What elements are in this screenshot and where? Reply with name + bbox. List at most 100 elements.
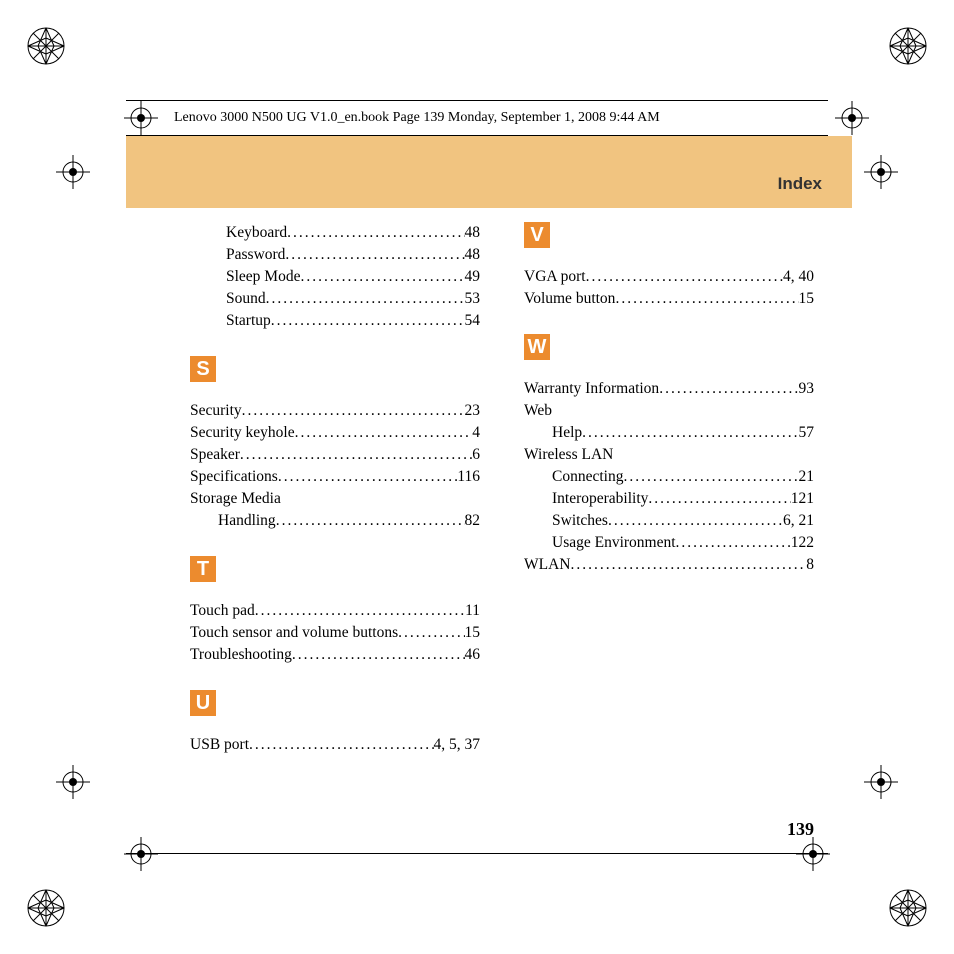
- left-column: Keyboard48Password48Sleep Mode49Sound53S…: [190, 222, 480, 756]
- index-page: 116: [457, 466, 480, 488]
- leader-dots: [240, 444, 472, 466]
- crop-mark-bottom-left: [24, 860, 94, 930]
- index-page: 53: [465, 288, 481, 310]
- index-entry: WLAN8: [524, 554, 814, 576]
- leader-dots: [582, 422, 798, 444]
- reg-mark-icon: [864, 155, 898, 189]
- leader-dots: [571, 554, 807, 576]
- page-header: Lenovo 3000 N500 UG V1.0_en.book Page 13…: [126, 100, 828, 136]
- index-entry: Startup54: [226, 310, 480, 332]
- index-entry: Sound 53: [226, 288, 480, 310]
- leader-dots: [300, 266, 464, 288]
- index-term: Sleep Mode: [226, 266, 300, 288]
- index-entry: Security 23: [190, 400, 480, 422]
- leader-dots: [255, 600, 465, 622]
- header-text: Lenovo 3000 N500 UG V1.0_en.book Page 13…: [126, 110, 660, 126]
- banner-title: Index: [778, 174, 822, 194]
- section-letter: T: [190, 556, 216, 582]
- crop-mark-top-right: [860, 24, 930, 94]
- index-term: Security: [190, 400, 242, 422]
- leader-dots: [249, 734, 434, 756]
- index-page: 8: [806, 554, 814, 576]
- index-term: Warranty Information: [524, 378, 659, 400]
- leader-dots: [608, 510, 783, 532]
- index-page: 6: [472, 444, 480, 466]
- index-term: Troubleshooting: [190, 644, 292, 666]
- index-page: 121: [791, 488, 814, 510]
- index-entry: Security keyhole 4: [190, 422, 480, 444]
- reg-mark-icon: [864, 765, 898, 799]
- index-term: Web: [524, 400, 552, 422]
- index-term: Touch pad: [190, 600, 255, 622]
- index-page: 15: [465, 622, 481, 644]
- index-entry: Touch sensor and volume buttons15: [190, 622, 480, 644]
- index-page: 49: [465, 266, 481, 288]
- leader-dots: [266, 288, 465, 310]
- index-entry: Keyboard 48: [226, 222, 480, 244]
- index-term: Speaker: [190, 444, 240, 466]
- crop-mark-top-left: [24, 24, 94, 94]
- reg-mark-icon: [56, 155, 90, 189]
- reg-mark-icon: [124, 837, 158, 871]
- index-term: Storage Media: [190, 488, 281, 510]
- section-banner: Index: [126, 136, 852, 208]
- leader-dots: [398, 622, 464, 644]
- page-number: 139: [787, 819, 814, 840]
- index-entry: Speaker 6: [190, 444, 480, 466]
- index-entry: Connecting21: [524, 466, 814, 488]
- reg-mark-icon: [835, 101, 869, 135]
- reg-mark-icon: [796, 837, 830, 871]
- index-entry: Help 57: [524, 422, 814, 444]
- footer-rule: [126, 853, 828, 854]
- index-page: 4: [472, 422, 480, 444]
- leader-dots: [285, 244, 464, 266]
- index-term: Handling: [218, 510, 276, 532]
- section-letter: S: [190, 356, 216, 382]
- index-term: Password: [226, 244, 285, 266]
- index-page: 82: [465, 510, 481, 532]
- index-page: 48: [465, 244, 481, 266]
- index-term: Interoperability: [552, 488, 648, 510]
- leader-dots: [676, 532, 791, 554]
- right-column: VVGA port4, 40Volume button15WWarranty I…: [524, 222, 814, 756]
- index-entry: Usage Environment122: [524, 532, 814, 554]
- index-term: Switches: [552, 510, 608, 532]
- index-term: Sound: [226, 288, 266, 310]
- section-letter: V: [524, 222, 550, 248]
- index-term: Help: [552, 422, 582, 444]
- index-term: Specifications: [190, 466, 278, 488]
- index-page: 48: [465, 222, 481, 244]
- reg-mark-icon: [56, 765, 90, 799]
- index-entry: Web: [524, 400, 814, 422]
- index-entry: Troubleshooting46: [190, 644, 480, 666]
- index-entry: VGA port 4, 40: [524, 266, 814, 288]
- index-page: 6, 21: [783, 510, 814, 532]
- index-content: Keyboard48Password48Sleep Mode49Sound53S…: [190, 222, 814, 756]
- index-term: Usage Environment: [552, 532, 676, 554]
- index-term: VGA port: [524, 266, 586, 288]
- index-entry: Password 48: [226, 244, 480, 266]
- index-page: 57: [799, 422, 815, 444]
- index-term: Startup: [226, 310, 271, 332]
- index-page: 4, 5, 37: [434, 734, 481, 756]
- section-letter: U: [190, 690, 216, 716]
- leader-dots: [242, 400, 465, 422]
- index-term: Security keyhole: [190, 422, 295, 444]
- leader-dots: [586, 266, 783, 288]
- index-entry: Storage Media: [190, 488, 480, 510]
- crop-mark-bottom-right: [860, 860, 930, 930]
- index-page: 93: [799, 378, 815, 400]
- index-entry: Wireless LAN: [524, 444, 814, 466]
- index-page: 11: [465, 600, 480, 622]
- index-term: Keyboard: [226, 222, 287, 244]
- index-term: USB port: [190, 734, 249, 756]
- index-entry: Specifications 116: [190, 466, 480, 488]
- leader-dots: [648, 488, 790, 510]
- index-page: 4, 40: [783, 266, 814, 288]
- leader-dots: [278, 466, 458, 488]
- index-term: Volume button: [524, 288, 615, 310]
- index-page: 23: [465, 400, 481, 422]
- index-entry: Switches 6, 21: [524, 510, 814, 532]
- index-entry: Warranty Information 93: [524, 378, 814, 400]
- index-page: 21: [799, 466, 815, 488]
